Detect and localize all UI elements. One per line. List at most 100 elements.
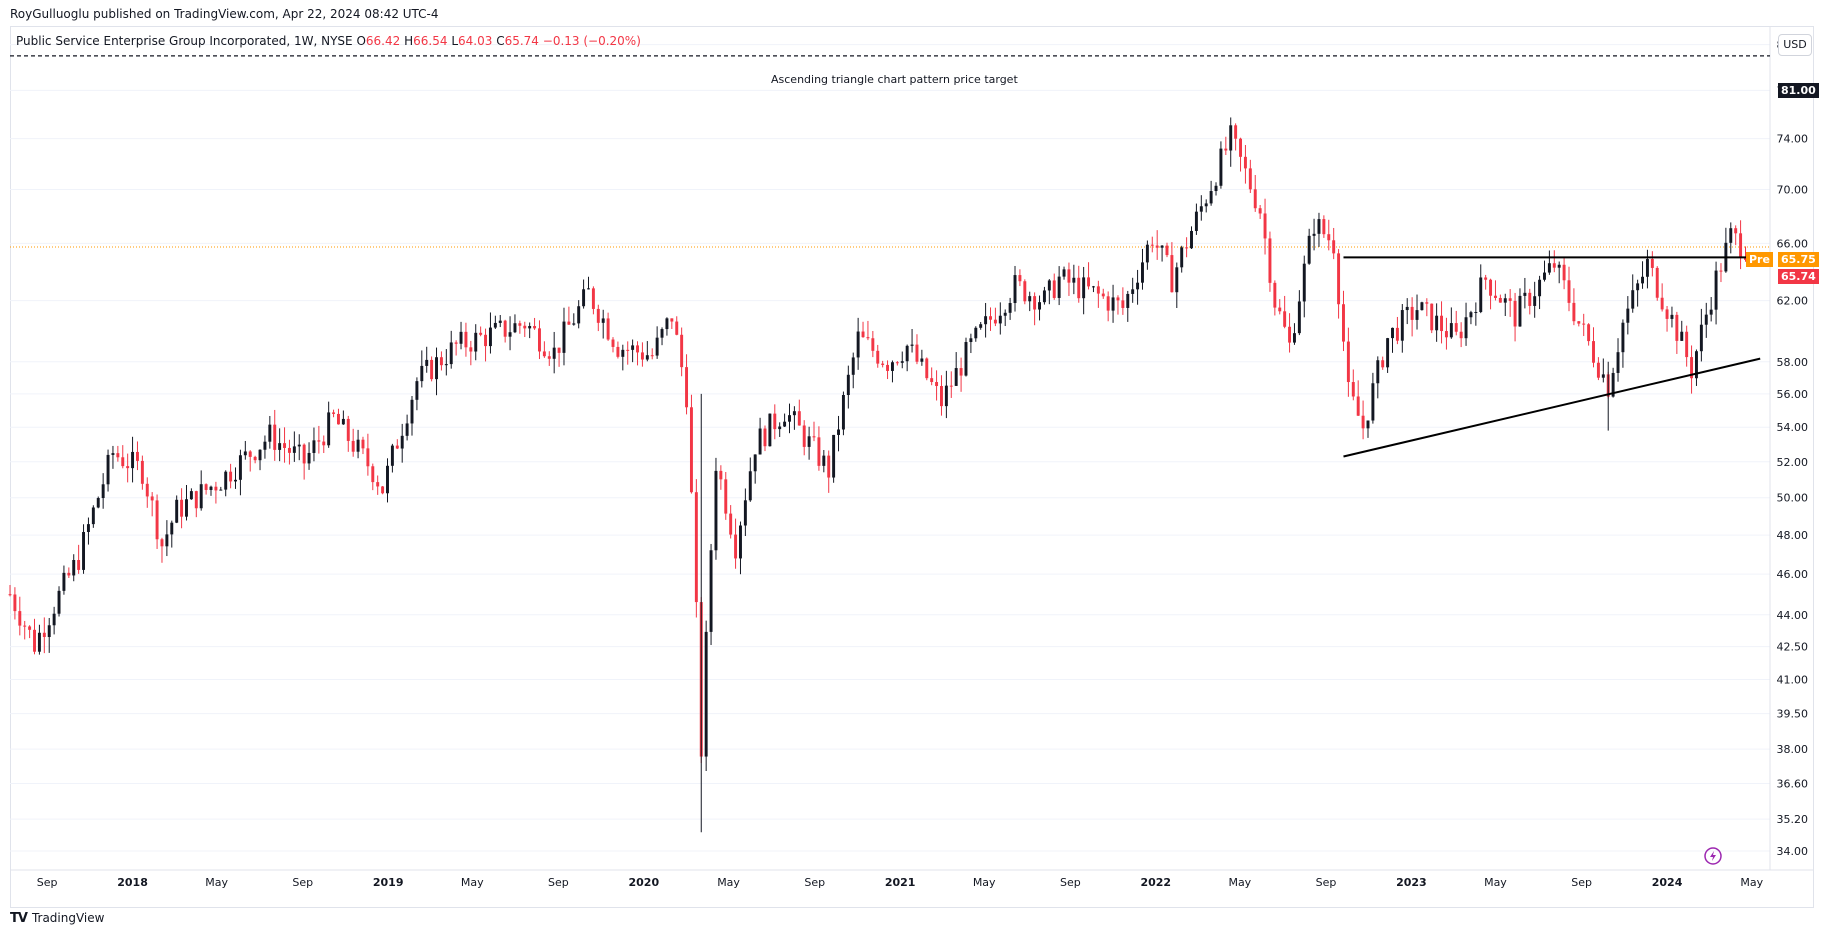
candle-body — [1415, 310, 1419, 320]
currency-button[interactable]: USD — [1778, 34, 1812, 56]
candle-body — [121, 457, 125, 467]
symbol-legend[interactable]: Public Service Enterprise Group Incorpor… — [16, 34, 641, 48]
candle-body — [866, 337, 870, 339]
candle-body — [518, 323, 522, 326]
y-tick-label: 58.00 — [1777, 356, 1809, 369]
y-tick-label: 46.00 — [1777, 568, 1809, 581]
candle-body — [685, 367, 689, 408]
candle-body — [52, 613, 56, 626]
candle-body — [1131, 289, 1135, 294]
x-tick-label: 2020 — [629, 876, 660, 889]
candle-body — [297, 444, 301, 447]
candle-body — [670, 318, 674, 322]
candle-body — [1366, 420, 1370, 429]
lightning-icon[interactable] — [1704, 847, 1722, 865]
candle-body — [881, 363, 885, 365]
candle-body — [993, 319, 997, 324]
candle-body — [341, 418, 345, 425]
x-tick-label: 2024 — [1652, 876, 1683, 889]
candle-body — [199, 484, 203, 509]
candle-body — [204, 484, 208, 490]
candle-body — [229, 471, 233, 482]
candle-body — [160, 539, 164, 547]
candle-body — [1209, 191, 1213, 204]
candle-body — [1091, 286, 1095, 288]
candle-body — [768, 413, 772, 447]
candle-body — [1665, 309, 1669, 319]
x-tick-label: 2022 — [1140, 876, 1171, 889]
candle-body — [165, 534, 169, 547]
tradingview-brand[interactable]: TV TradingView — [10, 908, 104, 928]
high-value: 66.54 — [413, 34, 448, 48]
candle-body — [332, 412, 336, 414]
candle-body — [111, 453, 115, 455]
candle-body — [444, 364, 448, 366]
candle-body — [533, 326, 537, 329]
candle-body — [1175, 267, 1179, 293]
low-value: 64.03 — [458, 34, 493, 48]
candle-body — [484, 334, 488, 347]
candle-body — [503, 320, 507, 337]
candle-body — [1533, 296, 1537, 306]
candle-body — [724, 479, 728, 514]
candle-body — [675, 321, 679, 335]
candle-body — [1430, 303, 1434, 331]
candle-body — [1596, 362, 1600, 378]
candle-body — [1312, 233, 1316, 236]
candle-body — [1739, 233, 1743, 257]
candle-body — [626, 349, 630, 351]
candle-body — [140, 460, 144, 484]
candle-body — [1543, 272, 1546, 280]
candle-body — [126, 466, 130, 469]
candle-body — [1194, 211, 1198, 231]
candle-body — [1621, 322, 1625, 353]
chart-pane[interactable] — [10, 26, 1814, 908]
candle-body — [47, 625, 51, 638]
candle-body — [180, 499, 184, 517]
candle-body — [248, 451, 252, 457]
candle-body — [1557, 264, 1561, 268]
y-tick-label: 56.00 — [1777, 388, 1809, 401]
candle-body — [1160, 245, 1164, 248]
pre-market-tag: Pre — [1746, 252, 1773, 267]
candle-body — [1391, 327, 1394, 339]
x-tick-label: Sep — [1316, 876, 1337, 889]
candle-body — [1636, 283, 1640, 291]
candle-body — [1469, 312, 1473, 318]
candle-body — [998, 315, 1002, 324]
candle-body — [356, 439, 360, 452]
candle-body — [131, 451, 135, 469]
candle-body — [827, 455, 831, 478]
candle-body — [1395, 327, 1399, 341]
change-value: −0.13 (−0.20%) — [542, 34, 641, 48]
candle-body — [1283, 311, 1287, 327]
candle-body — [1410, 306, 1414, 320]
candle-body — [101, 484, 105, 499]
candle-body — [846, 374, 850, 395]
candle-body — [371, 466, 375, 483]
candle-body — [1337, 253, 1341, 305]
candle-body — [1067, 269, 1071, 283]
candle-body — [1356, 396, 1360, 416]
candle-body — [1386, 338, 1390, 368]
candle-body — [1165, 245, 1169, 256]
candle-body — [469, 347, 473, 352]
candle-body — [984, 316, 988, 325]
candle-body — [1508, 298, 1512, 301]
candle-body — [1278, 307, 1282, 312]
candle-body — [856, 331, 860, 358]
candle-body — [920, 358, 924, 362]
y-tick-label: 42.50 — [1777, 641, 1809, 654]
candle-body — [1371, 383, 1375, 421]
candle-body — [837, 429, 840, 435]
candle-body — [1057, 276, 1061, 298]
candle-body — [900, 361, 904, 363]
candle-body — [1660, 297, 1664, 310]
target-annotation[interactable]: Ascending triangle chart pattern price t… — [771, 73, 1018, 86]
candle-body — [493, 322, 497, 328]
candle-body — [1199, 206, 1203, 212]
candle-body — [1087, 277, 1091, 287]
candle-body — [214, 486, 218, 491]
candle-body — [1562, 264, 1566, 281]
